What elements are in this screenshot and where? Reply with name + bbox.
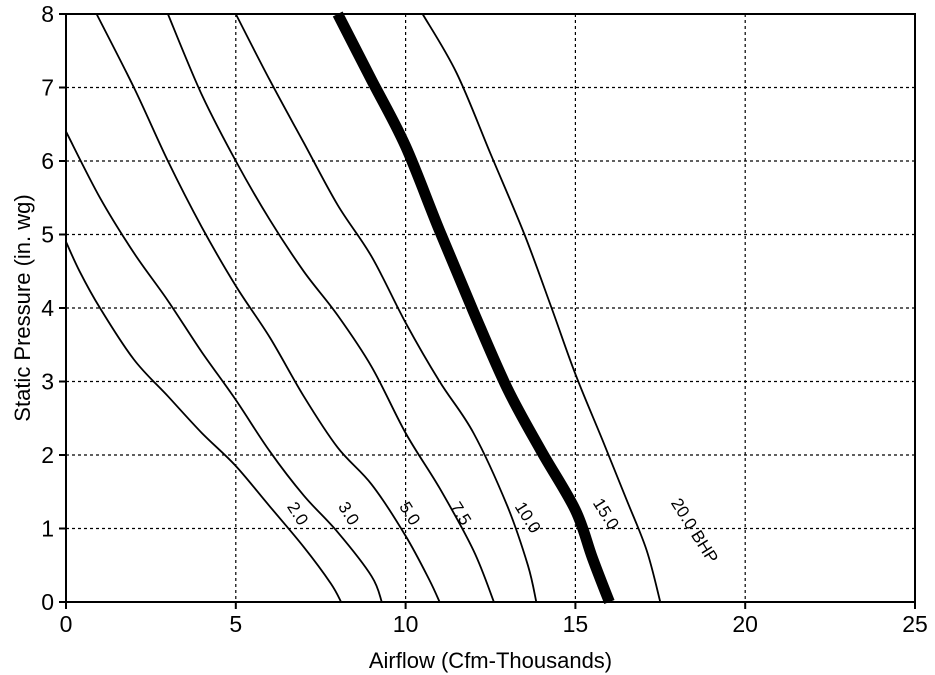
y-tick-labels: 0 1 2 3 4 5 6 7 8 (41, 1, 66, 615)
x-tick-label: 0 (60, 611, 73, 637)
x-tick-label: 20 (732, 611, 758, 637)
y-tick-label: 1 (41, 516, 54, 542)
curve-label: 3.0 (334, 498, 363, 528)
gridlines (66, 14, 915, 602)
y-tick-label: 4 (41, 295, 54, 321)
bhp-curve-5-0 (95, 13, 441, 603)
curve-label: 20.0 BHP (667, 495, 722, 567)
x-tick-label: 25 (902, 611, 928, 637)
y-tick-label: 0 (41, 589, 54, 615)
y-tick-label: 6 (41, 148, 54, 174)
curve-label: 5.0 (395, 498, 424, 528)
bhp-curve-10-0 (235, 13, 538, 603)
x-axis-title: Airflow (Cfm-Thousands) (369, 648, 612, 673)
bhp-curve-20-0 (421, 13, 662, 603)
bhp-curve-2-0 (65, 241, 342, 603)
y-tick-label: 5 (41, 222, 54, 248)
x-tick-label: 15 (563, 611, 589, 637)
y-tick-label: 3 (41, 369, 54, 395)
y-tick-label: 8 (41, 1, 54, 27)
y-tick-label: 2 (41, 442, 54, 468)
curve-label: 7.5 (446, 499, 475, 529)
bhp-curves (65, 11, 662, 605)
curve-labels: 2.0 3.0 5.0 7.5 10.0 15.0 20.0 BHP (283, 495, 722, 567)
bhp-curve-15-0 (332, 11, 615, 605)
bhp-curve-7-5 (167, 13, 495, 603)
y-axis-title: Static Pressure (in. wg) (10, 194, 35, 421)
y-tick-label: 7 (41, 75, 54, 101)
x-tick-labels: 0 5 10 15 20 25 (60, 602, 928, 637)
x-tick-label: 5 (229, 611, 242, 637)
curve-label: 15.0 (589, 495, 623, 533)
curve-label: 2.0 (283, 499, 312, 529)
bhp-curve-3-0 (65, 131, 383, 603)
x-tick-label: 10 (393, 611, 419, 637)
